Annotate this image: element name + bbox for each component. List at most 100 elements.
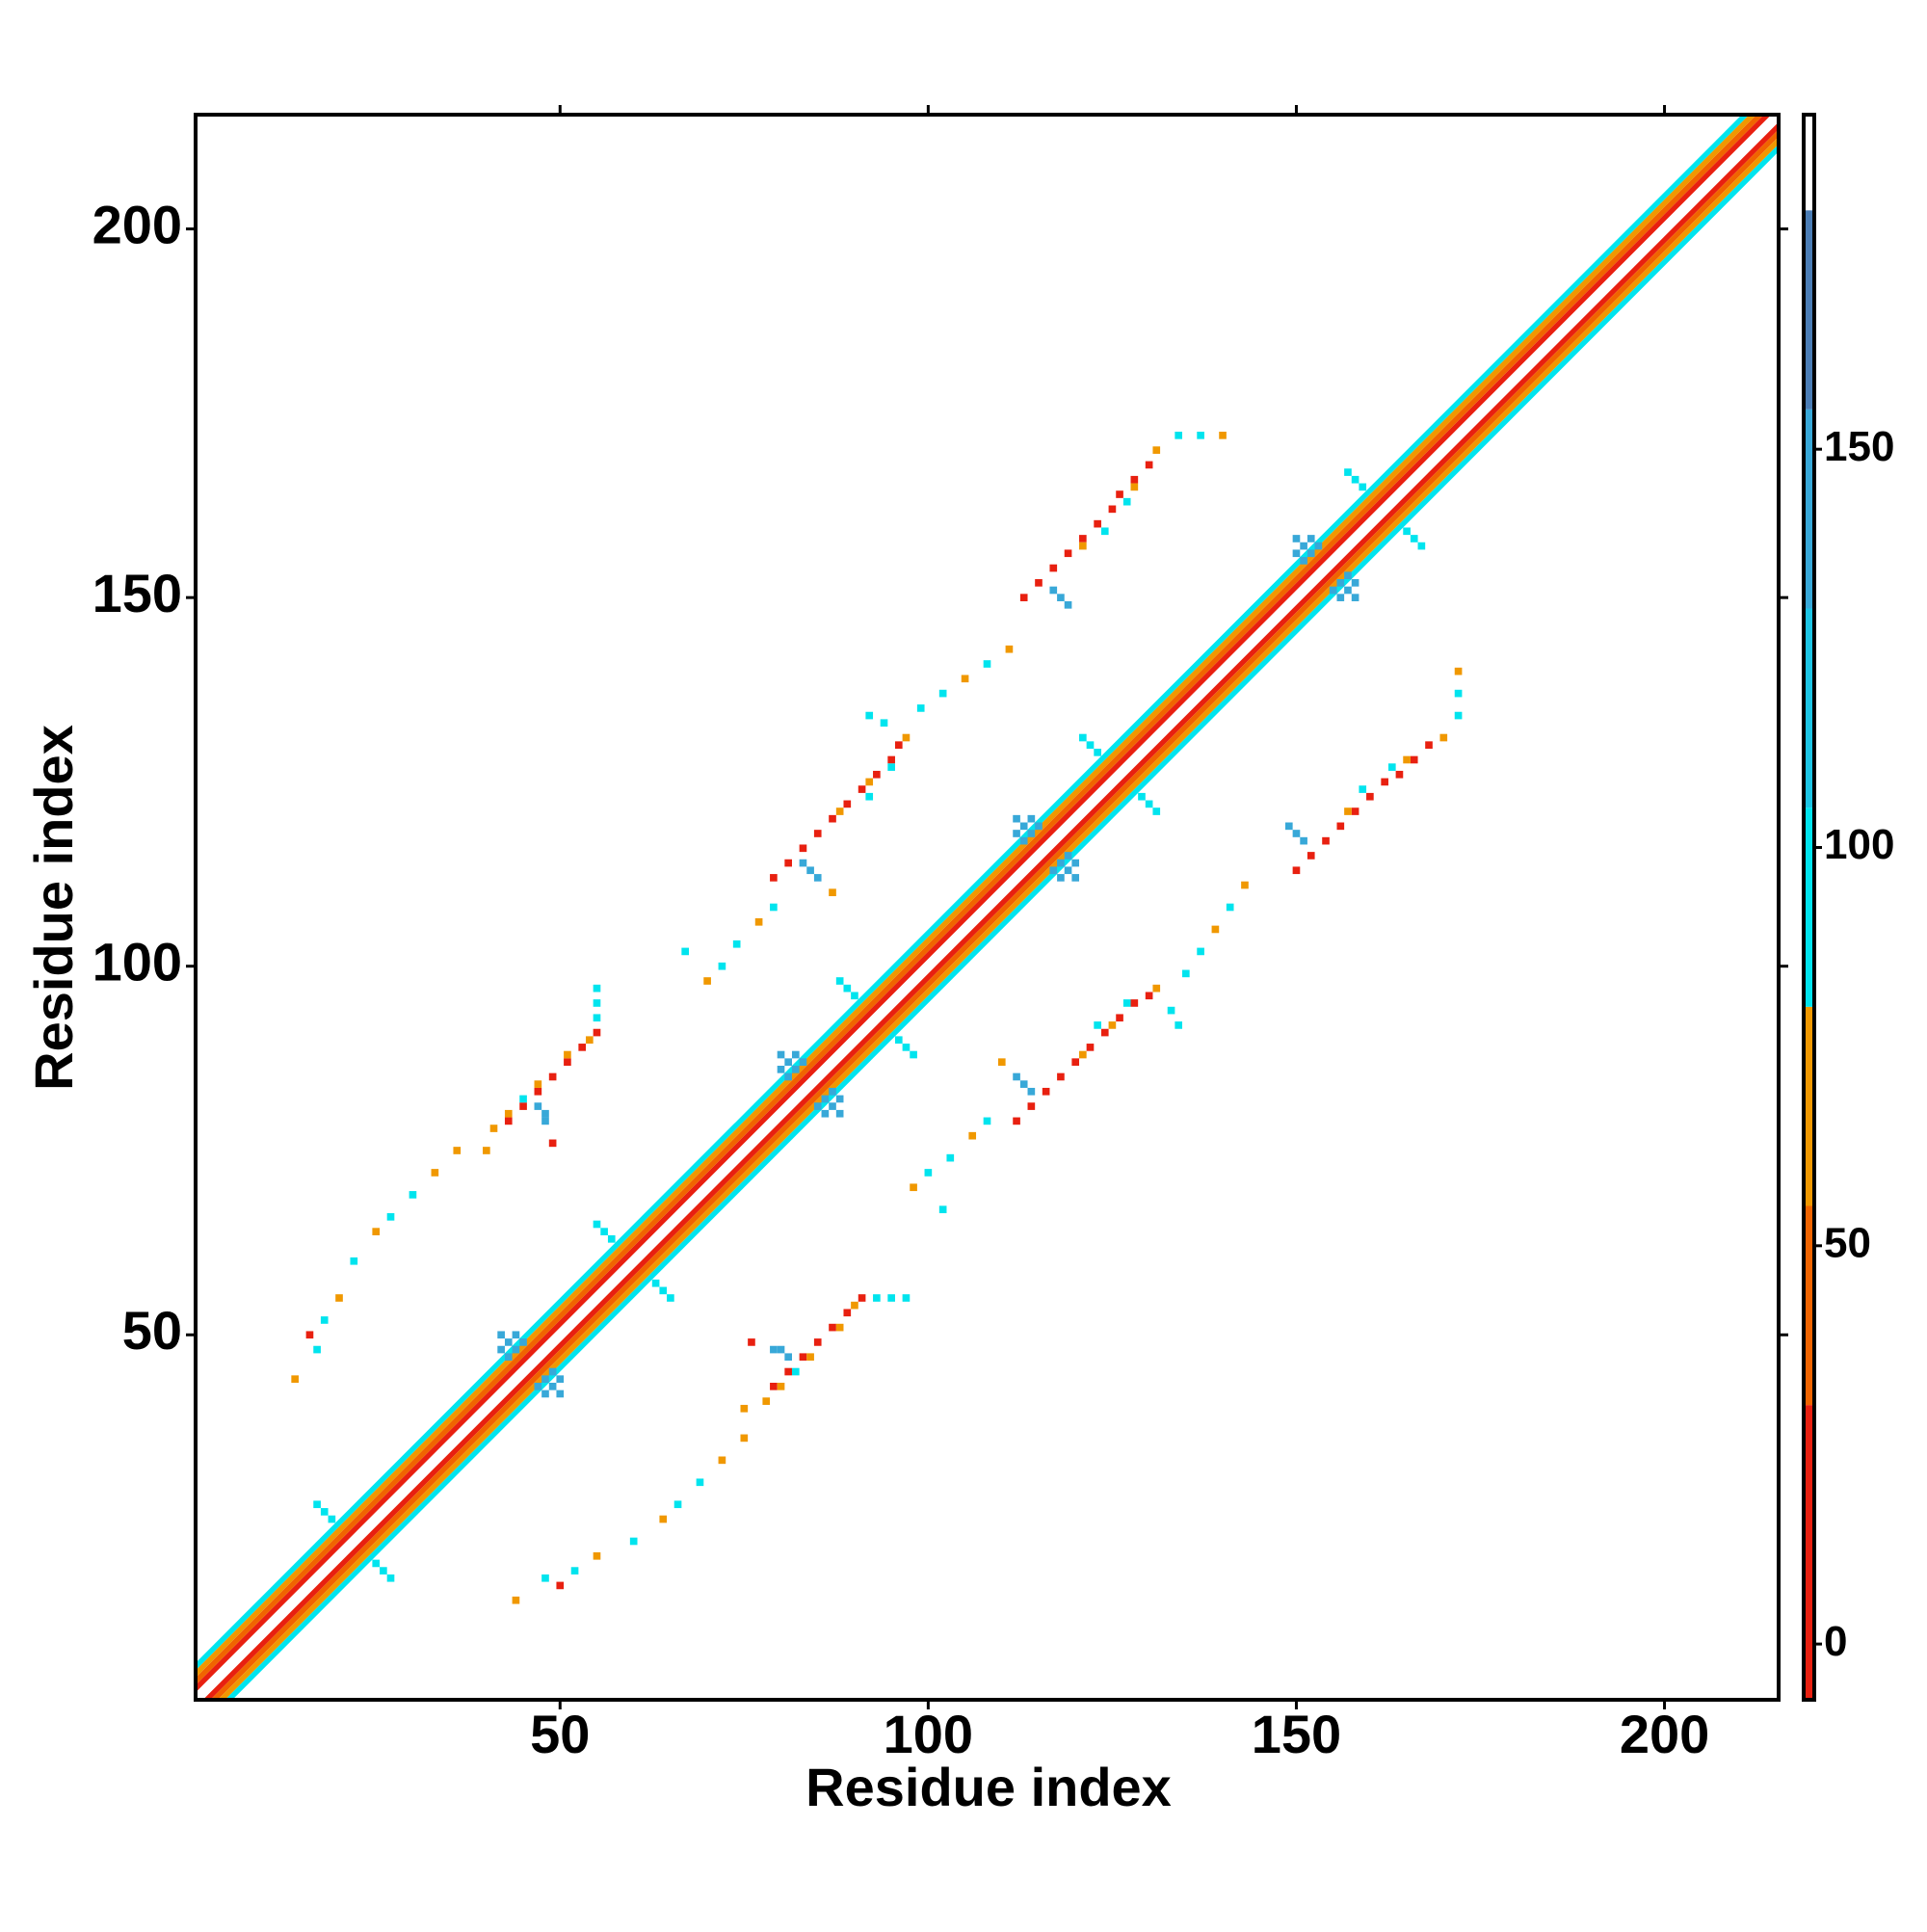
contact-cell bbox=[556, 1389, 565, 1398]
contact-cell bbox=[784, 1367, 792, 1376]
contact-cell bbox=[851, 992, 858, 1000]
contact-cell bbox=[902, 1294, 911, 1302]
contact-cell bbox=[512, 1596, 520, 1604]
contact-cell bbox=[821, 1109, 830, 1118]
contact-cell bbox=[718, 1456, 726, 1465]
diagonal-band bbox=[196, 115, 1757, 1679]
contact-cell bbox=[335, 1294, 343, 1302]
contact-cell bbox=[548, 1072, 557, 1081]
contact-cell bbox=[1049, 866, 1058, 875]
contact-cell bbox=[1410, 535, 1418, 543]
contact-cell bbox=[497, 1345, 505, 1354]
contact-cell bbox=[578, 1044, 587, 1051]
contact-cell bbox=[1049, 586, 1058, 595]
contact-cell bbox=[1351, 807, 1359, 815]
contact-cell bbox=[858, 1294, 866, 1302]
contact-cell bbox=[829, 1102, 836, 1110]
colorbar-level bbox=[1804, 608, 1814, 808]
contact-cell bbox=[829, 888, 836, 897]
contact-cell bbox=[946, 1153, 955, 1162]
contact-cell bbox=[541, 1389, 549, 1398]
contact-cell bbox=[806, 1353, 814, 1362]
contact-cell bbox=[1086, 741, 1095, 749]
y-tick-label: 50 bbox=[122, 1300, 182, 1361]
contact-cell bbox=[593, 999, 601, 1007]
contact-cell bbox=[777, 1050, 785, 1059]
y-tick-label: 150 bbox=[92, 563, 182, 623]
contact-cell bbox=[894, 741, 903, 749]
contact-cell bbox=[534, 1087, 542, 1096]
contact-cell bbox=[806, 866, 814, 875]
contact-cell bbox=[1130, 999, 1139, 1007]
contact-cell bbox=[1027, 1087, 1036, 1096]
colorbar-tick-label: 50 bbox=[1824, 1219, 1871, 1266]
contact-cell bbox=[548, 1139, 557, 1148]
contact-cell bbox=[1211, 925, 1220, 934]
contact-cell bbox=[1152, 446, 1161, 454]
contact-cell bbox=[1064, 549, 1072, 558]
contact-cell bbox=[504, 1109, 513, 1118]
contact-cell bbox=[770, 1345, 778, 1354]
contact-cell bbox=[873, 1294, 881, 1302]
contact-cell bbox=[843, 984, 852, 992]
contact-cell bbox=[1329, 586, 1337, 595]
contact-cell bbox=[1116, 1014, 1123, 1022]
contact-cell bbox=[1307, 852, 1315, 860]
contact-cell bbox=[777, 1066, 785, 1073]
contact-cell bbox=[813, 1102, 822, 1110]
contact-cell bbox=[1064, 852, 1072, 860]
contact-cell bbox=[1241, 881, 1249, 889]
contact-cell bbox=[791, 1050, 800, 1059]
contact-cell bbox=[497, 1331, 505, 1339]
contact-cell bbox=[372, 1559, 381, 1568]
contact-cell bbox=[519, 1095, 527, 1103]
contact-cell bbox=[328, 1515, 336, 1523]
contact-cell bbox=[851, 1301, 858, 1310]
contact-cell bbox=[835, 807, 844, 815]
contact-cell bbox=[607, 1234, 616, 1243]
y-tick-label: 200 bbox=[92, 194, 182, 254]
contact-cell bbox=[938, 689, 947, 698]
contact-cell bbox=[1057, 859, 1065, 867]
contact-cell bbox=[865, 711, 874, 720]
contact-cell bbox=[968, 1131, 977, 1140]
contact-cell bbox=[1359, 785, 1367, 793]
contact-cell bbox=[483, 1147, 490, 1154]
contact-cell bbox=[1351, 594, 1359, 601]
contact-cell bbox=[1417, 542, 1426, 550]
contact-cell bbox=[791, 1066, 800, 1073]
contact-cell bbox=[902, 733, 911, 742]
contact-cell bbox=[983, 1117, 991, 1125]
contact-cell bbox=[1145, 800, 1153, 808]
contact-cell bbox=[1197, 947, 1204, 956]
contact-cell bbox=[320, 1316, 329, 1324]
contact-cell bbox=[1057, 1072, 1065, 1081]
contact-cell bbox=[548, 1383, 557, 1390]
contact-cell bbox=[1395, 770, 1404, 779]
contact-cell bbox=[835, 977, 844, 985]
contact-cell bbox=[703, 977, 711, 985]
contact-cell bbox=[1322, 836, 1330, 845]
contact-cell bbox=[777, 1383, 785, 1390]
contact-cell bbox=[718, 962, 726, 970]
contact-cell bbox=[732, 940, 741, 948]
contact-cell bbox=[1013, 830, 1020, 837]
contact-cell bbox=[1116, 490, 1123, 498]
contact-cell bbox=[740, 1404, 749, 1413]
contact-cell bbox=[1381, 778, 1388, 786]
contact-cell bbox=[564, 1050, 571, 1059]
contact-cell bbox=[843, 800, 852, 808]
contact-cell bbox=[1284, 822, 1293, 831]
contact-cell bbox=[1079, 542, 1087, 550]
contact-cell bbox=[541, 1574, 549, 1582]
contact-cell bbox=[659, 1286, 668, 1295]
contact-cell bbox=[910, 1183, 917, 1192]
contact-cell bbox=[489, 1125, 498, 1132]
contact-cell bbox=[593, 1014, 601, 1022]
contact-cell bbox=[1145, 992, 1153, 1000]
contact-cell bbox=[916, 704, 925, 712]
contact-cell bbox=[1019, 594, 1028, 601]
contact-cell bbox=[1064, 866, 1072, 875]
colorbar-level bbox=[1804, 210, 1814, 410]
contact-cell bbox=[673, 1500, 682, 1509]
